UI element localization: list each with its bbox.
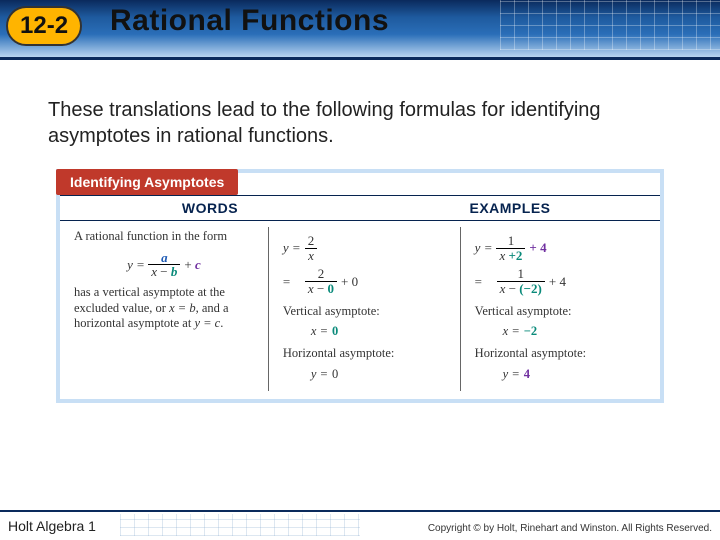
- footer-copyright: Copyright © by Holt, Rinehart and Winsto…: [428, 523, 712, 534]
- form-c: c: [195, 257, 201, 272]
- header-bar: 12-2 Rational Functions: [0, 0, 720, 60]
- box-tab: Identifying Asymptotes: [56, 169, 238, 195]
- box-body: A rational function in the form y = a x …: [60, 221, 660, 399]
- ex1-va-label: Vertical asymptote:: [283, 304, 446, 320]
- header-examples: EXAMPLES: [360, 196, 660, 220]
- footer-series: Holt Algebra 1: [8, 518, 96, 534]
- asymptote-box: Identifying Asymptotes WORDS EXAMPLES A …: [56, 169, 664, 403]
- ex2-ha-value: 4: [524, 367, 530, 383]
- lesson-number-badge: 12-2: [6, 6, 82, 46]
- header-words: WORDS: [60, 196, 360, 220]
- ex1-ha-value: 0: [332, 367, 338, 383]
- example-1-column: y = 2x = 2x − 0 + 0 Vertical asymptote: …: [269, 227, 461, 391]
- header-grid-decoration: [500, 0, 720, 50]
- ex2-va-value: −2: [524, 324, 537, 340]
- ex1-va-value: 0: [332, 324, 338, 340]
- box-header-row: WORDS EXAMPLES: [60, 195, 660, 221]
- intro-paragraph: These translations lead to the following…: [48, 98, 672, 149]
- ex2-ha-label: Horizontal asymptote:: [475, 346, 646, 362]
- example-2-column: y = 1x +2 + 4 = 1x − (−2) + 4 Vertical a…: [461, 227, 660, 391]
- footer-rule: [0, 510, 720, 512]
- words-column: A rational function in the form y = a x …: [60, 227, 269, 391]
- ex2-va-label: Vertical asymptote:: [475, 304, 646, 320]
- form-b: b: [171, 264, 178, 279]
- words-explanation: has a vertical asymptote at the excluded…: [74, 285, 254, 332]
- footer-grid-decoration: [120, 514, 360, 536]
- lesson-title: Rational Functions: [110, 4, 389, 38]
- words-line1: A rational function in the form: [74, 229, 254, 245]
- form-a: a: [148, 251, 180, 266]
- ex1-ha-label: Horizontal asymptote:: [283, 346, 446, 362]
